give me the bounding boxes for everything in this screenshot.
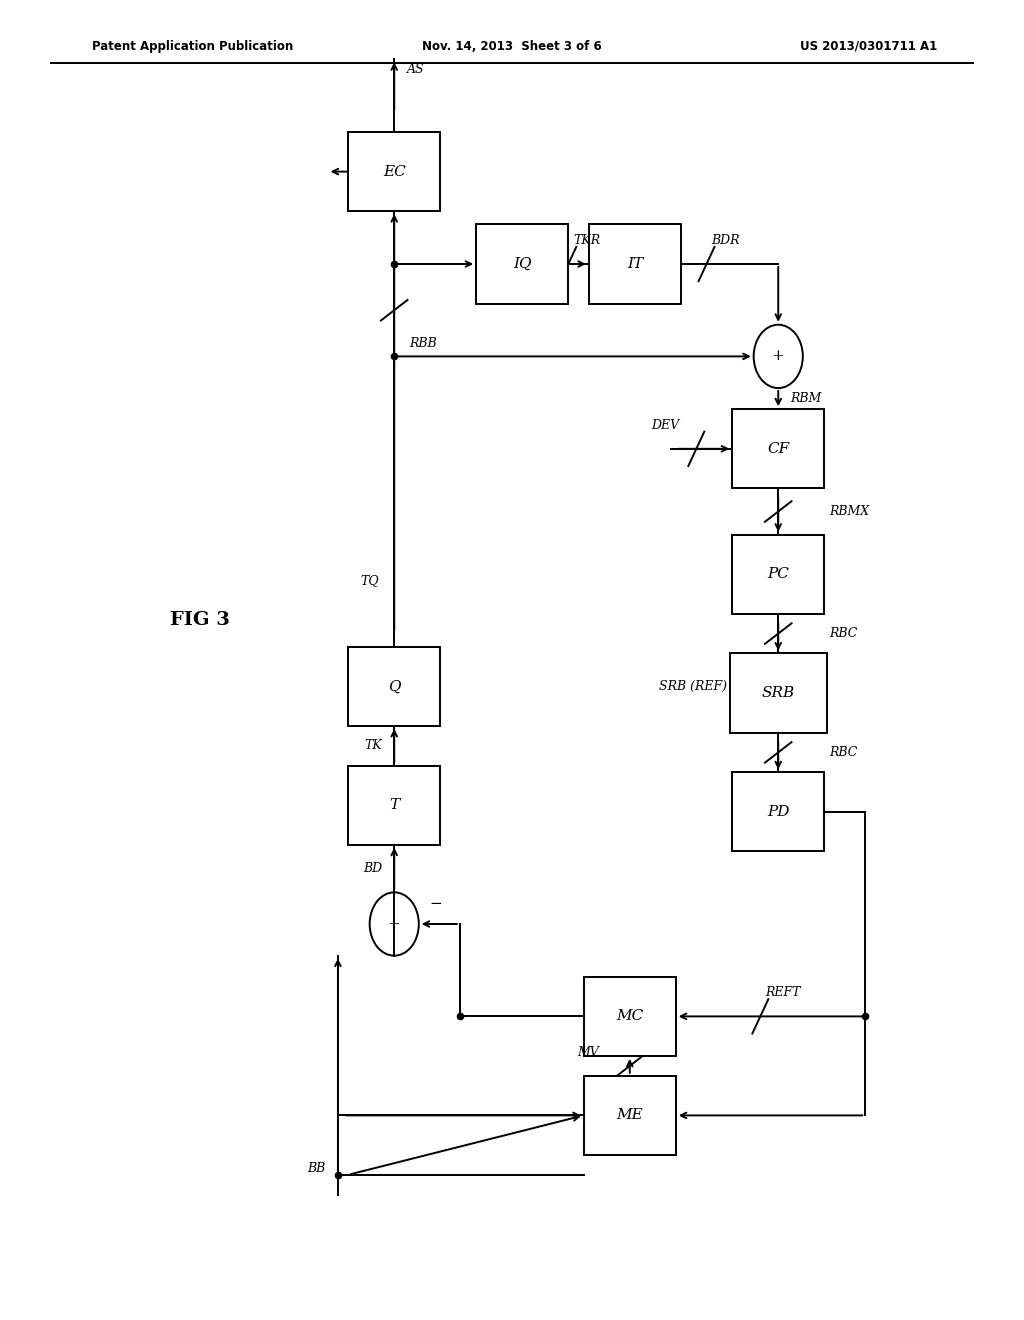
Bar [732,772,824,851]
Text: Q: Q [388,680,400,693]
Bar [348,647,440,726]
Text: AS: AS [407,63,424,77]
Text: BB: BB [307,1162,326,1175]
Text: FIG 3: FIG 3 [170,611,229,630]
Text: MC: MC [616,1010,643,1023]
Text: Patent Application Publication: Patent Application Publication [92,40,294,53]
Text: REFT: REFT [765,986,801,999]
Bar [584,1076,676,1155]
Text: T: T [389,799,399,812]
Text: EC: EC [383,165,406,178]
Text: SRB: SRB [762,686,795,700]
Text: CF: CF [767,442,790,455]
Bar [584,977,676,1056]
Text: TQ: TQ [360,574,379,587]
Bar [348,132,440,211]
Text: −: − [429,898,441,911]
Text: IT: IT [627,257,643,271]
Text: PC: PC [767,568,790,581]
Text: RBM: RBM [791,392,822,405]
Text: RBB: RBB [410,337,437,350]
Text: BD: BD [362,862,382,875]
Text: US 2013/0301711 A1: US 2013/0301711 A1 [800,40,937,53]
Bar [730,653,826,733]
Text: PD: PD [767,805,790,818]
Text: RBC: RBC [829,627,858,640]
Text: RBC: RBC [829,746,858,759]
Text: +: + [772,350,784,363]
Bar [732,409,824,488]
Bar [476,224,568,304]
Text: ME: ME [616,1109,643,1122]
Text: Nov. 14, 2013  Sheet 3 of 6: Nov. 14, 2013 Sheet 3 of 6 [422,40,602,53]
Text: SRB (REF): SRB (REF) [659,680,727,693]
Text: TK: TK [365,739,382,752]
Bar [348,766,440,845]
Text: MV: MV [578,1047,599,1059]
Text: TKR: TKR [573,234,600,247]
Text: IQ: IQ [513,257,531,271]
Text: +: + [388,917,400,931]
Text: BDR: BDR [712,234,740,247]
Text: DEV: DEV [651,418,680,432]
Bar [732,535,824,614]
Text: RBMX: RBMX [829,506,869,517]
Bar [589,224,681,304]
